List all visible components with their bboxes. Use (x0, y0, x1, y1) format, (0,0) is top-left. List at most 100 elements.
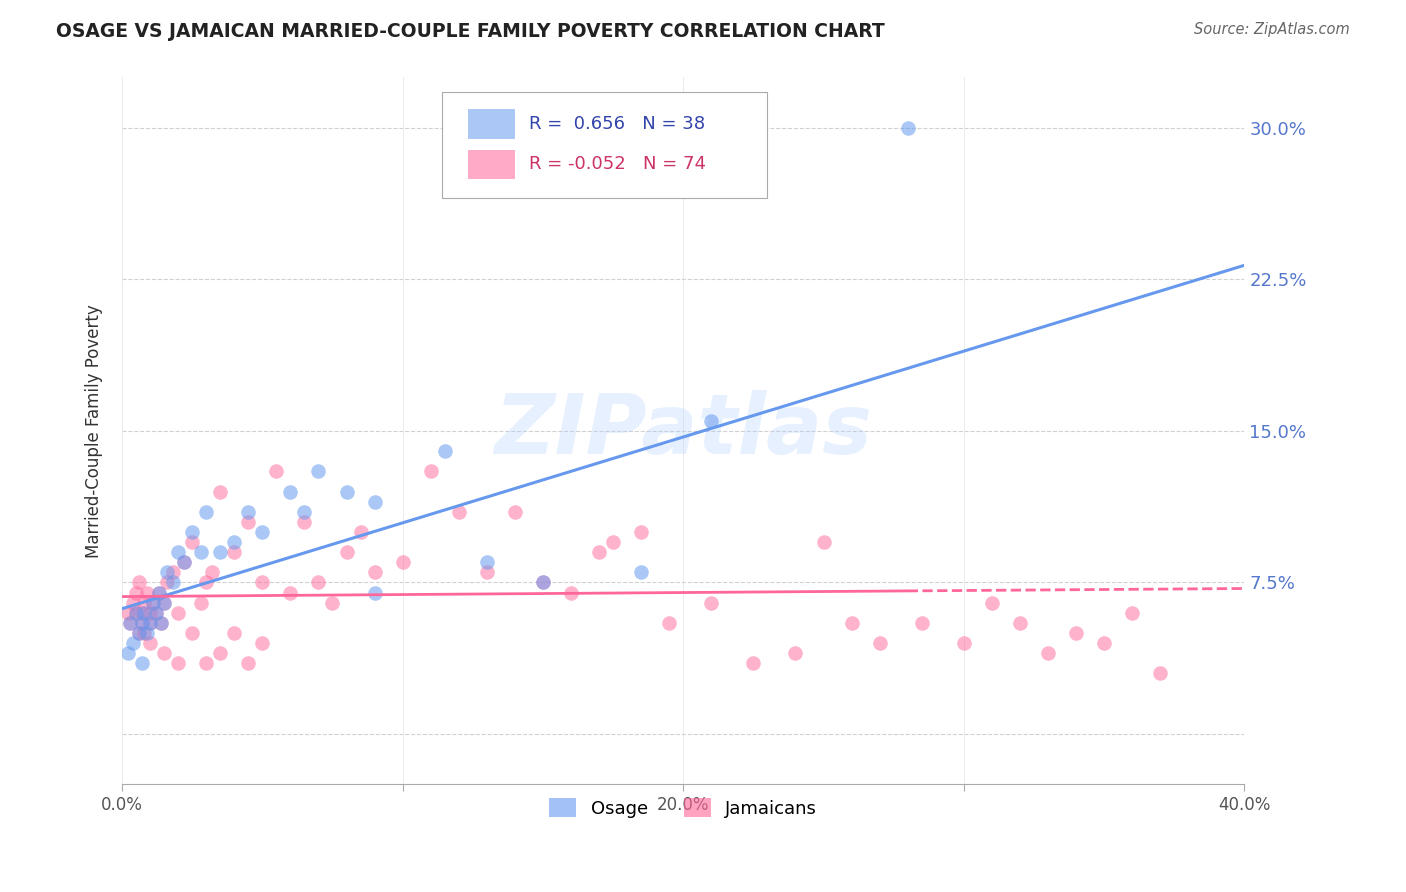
Point (162, 566, 184, 580)
Text: Source: ZipAtlas.com: Source: ZipAtlas.com (1194, 22, 1350, 37)
Point (349, 524, 371, 539)
Point (145, 606, 167, 620)
Point (195, 505, 218, 519)
Point (911, 615, 934, 630)
Point (190, 596, 212, 610)
Point (588, 545, 610, 559)
Point (162, 575, 184, 590)
Point (658, 615, 681, 630)
Point (148, 585, 170, 599)
Point (181, 535, 204, 549)
Point (195, 657, 218, 671)
Point (209, 646, 232, 660)
Point (630, 524, 652, 539)
Point (266, 464, 288, 478)
Point (238, 515, 260, 529)
Point (128, 626, 150, 640)
Point (142, 596, 165, 610)
Point (117, 646, 139, 660)
Point (294, 515, 316, 529)
Point (125, 606, 148, 620)
Point (953, 636, 976, 650)
Point (134, 596, 156, 610)
Point (173, 555, 195, 569)
Point (1149, 666, 1171, 681)
Point (363, 585, 385, 599)
Point (150, 615, 173, 630)
Point (224, 626, 246, 640)
Point (201, 566, 224, 580)
Point (136, 626, 159, 640)
Point (156, 566, 179, 580)
Point (173, 555, 195, 569)
Point (531, 575, 554, 590)
Text: ZIPatlas: ZIPatlas (495, 391, 872, 472)
Point (602, 535, 624, 549)
Point (224, 545, 246, 559)
Point (1064, 626, 1087, 640)
Point (136, 585, 159, 599)
Point (869, 636, 891, 650)
Text: OSAGE VS JAMAICAN MARRIED-COUPLE FAMILY POVERTY CORRELATION CHART: OSAGE VS JAMAICAN MARRIED-COUPLE FAMILY … (56, 22, 884, 41)
Point (122, 636, 145, 650)
Point (139, 636, 162, 650)
Point (503, 505, 526, 519)
Point (153, 596, 176, 610)
Point (1008, 615, 1031, 630)
Point (419, 464, 441, 478)
Point (813, 535, 835, 549)
Point (224, 535, 246, 549)
Point (131, 615, 153, 630)
Point (190, 545, 212, 559)
Point (363, 566, 385, 580)
Point (475, 555, 498, 569)
Point (209, 484, 232, 499)
Point (238, 505, 260, 519)
Point (252, 636, 274, 650)
Point (1036, 646, 1059, 660)
Point (120, 615, 142, 630)
Point (195, 575, 218, 590)
Point (145, 606, 167, 620)
Point (560, 585, 582, 599)
Point (335, 545, 357, 559)
Point (131, 615, 153, 630)
Point (308, 575, 330, 590)
FancyBboxPatch shape (468, 109, 515, 139)
Point (167, 657, 190, 671)
Point (252, 575, 274, 590)
Point (153, 596, 176, 610)
Point (321, 596, 343, 610)
Point (209, 545, 232, 559)
Point (134, 606, 156, 620)
FancyBboxPatch shape (441, 92, 768, 198)
Point (785, 646, 807, 660)
Point (1092, 636, 1115, 650)
Point (181, 626, 204, 640)
Point (153, 646, 176, 660)
Point (167, 606, 190, 620)
Point (363, 494, 385, 508)
Point (308, 464, 330, 478)
Point (120, 615, 142, 630)
Point (139, 606, 162, 620)
Point (128, 575, 150, 590)
Point (128, 626, 150, 640)
Point (294, 505, 316, 519)
Point (117, 606, 139, 620)
Point (122, 596, 145, 610)
FancyBboxPatch shape (468, 150, 515, 179)
Point (139, 615, 162, 630)
Point (391, 555, 413, 569)
Point (742, 657, 765, 671)
Point (134, 626, 156, 640)
Point (531, 575, 554, 590)
Text: R = -0.052   N = 74: R = -0.052 N = 74 (530, 155, 706, 173)
Point (433, 444, 456, 458)
Point (841, 615, 863, 630)
Point (167, 545, 190, 559)
Point (131, 606, 153, 620)
Point (131, 657, 153, 671)
Point (280, 484, 302, 499)
Point (139, 615, 162, 630)
